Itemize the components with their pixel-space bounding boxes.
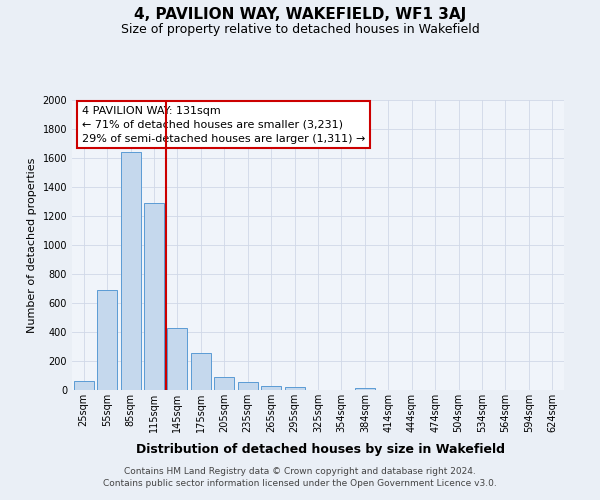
Text: Distribution of detached houses by size in Wakefield: Distribution of detached houses by size … [137,442,505,456]
Bar [74,380,94,390]
Bar [167,328,187,390]
Bar [121,152,140,390]
Bar [144,203,164,390]
Bar [284,387,305,390]
Bar [97,290,117,390]
Text: 4 PAVILION WAY: 131sqm
← 71% of detached houses are smaller (3,231)
29% of semi-: 4 PAVILION WAY: 131sqm ← 71% of detached… [82,106,365,144]
Text: 4, PAVILION WAY, WAKEFIELD, WF1 3AJ: 4, PAVILION WAY, WAKEFIELD, WF1 3AJ [134,8,466,22]
Bar [238,382,257,390]
Bar [214,377,234,390]
Text: Size of property relative to detached houses in Wakefield: Size of property relative to detached ho… [121,22,479,36]
Bar [355,388,375,390]
Bar [261,386,281,390]
Y-axis label: Number of detached properties: Number of detached properties [27,158,37,332]
Text: Contains HM Land Registry data © Crown copyright and database right 2024.
Contai: Contains HM Land Registry data © Crown c… [103,466,497,487]
Bar [191,353,211,390]
